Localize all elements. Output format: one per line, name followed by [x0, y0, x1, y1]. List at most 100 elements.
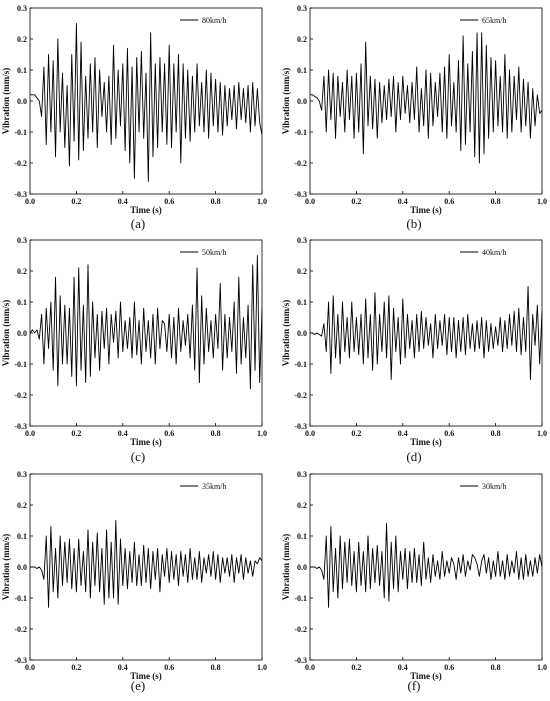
plot-frame [309, 7, 543, 195]
y-tick-label: 0.3 [297, 236, 307, 245]
y-tick-label: -0.1 [294, 128, 307, 137]
chart-panel: 0.30.20.10.0-0.1-0.2-0.30.0 0.2 0.4 0.6 0.8 1… [1, 236, 267, 464]
y-tick-label: -0.2 [294, 391, 307, 400]
x-tick-label: 0.2 [351, 197, 361, 206]
y-tick-label: -0.2 [14, 391, 27, 400]
y-tick-label: 0.0 [17, 97, 27, 106]
y-tick-label: -0.3 [14, 656, 27, 665]
y-tick-label: 0.3 [17, 4, 27, 13]
x-tick-label: 1.0 [537, 197, 547, 206]
x-tick-label: 0.0 [305, 197, 315, 206]
series-line [310, 32, 543, 164]
x-tick-label: 0.4 [118, 663, 128, 672]
x-tick-label: 0.2 [71, 429, 81, 438]
y-tick-label: 0.1 [297, 66, 307, 75]
x-tick-label: 0.6 [444, 429, 454, 438]
plot-frame [309, 239, 543, 427]
legend-label: 65km/h [482, 16, 506, 25]
y-tick-label: 0.1 [17, 66, 27, 75]
y-tick-label: 0.3 [17, 470, 27, 479]
y-tick-label: 0.0 [297, 329, 307, 338]
series-line [30, 23, 263, 183]
y-tick-label: 0.2 [297, 267, 307, 276]
x-tick-label: 0.4 [118, 197, 128, 206]
x-tick-label: 0.4 [398, 429, 408, 438]
x-tick-label: 0.6 [444, 197, 454, 206]
panel-caption: (c) [131, 449, 145, 464]
series-line [29, 255, 263, 390]
x-tick-label: 1.0 [537, 663, 547, 672]
plot-frame [29, 239, 263, 427]
x-axis-label: Time (s) [410, 437, 442, 447]
legend-label: 40km/h [482, 248, 506, 257]
x-axis-label: Time (s) [410, 205, 442, 215]
y-tick-label: -0.1 [14, 128, 27, 137]
y-tick-label: 0.1 [297, 298, 307, 307]
y-tick-label: 0.2 [17, 501, 27, 510]
x-tick-label: 0.6 [164, 663, 174, 672]
x-axis-label: Time (s) [130, 205, 162, 215]
legend-label: 50km/h [202, 248, 226, 257]
series-line [30, 520, 263, 608]
x-tick-label: 0.0 [305, 429, 315, 438]
chart-panel: 0.30.20.10.0-0.1-0.2-0.30.0 0.2 0.4 0.6 0.8 1… [1, 470, 267, 693]
chart-panel: 0.30.20.10.0-0.1-0.2-0.30.0 0.2 0.4 0.6 0.8 1… [1, 4, 267, 231]
chart-panel: 0.30.20.10.0-0.1-0.2-0.30.0 0.2 0.4 0.6 0.8 1… [281, 236, 547, 464]
y-tick-label: -0.3 [294, 190, 307, 199]
series-line [310, 523, 543, 608]
y-axis-label: Vibration (mm/s) [1, 534, 11, 600]
x-tick-label: 1.0 [257, 663, 267, 672]
y-tick-label: 0.2 [17, 267, 27, 276]
y-tick-label: -0.2 [14, 625, 27, 634]
y-tick-label: -0.3 [294, 422, 307, 431]
legend-label: 30km/h [482, 482, 506, 491]
x-tick-label: 0.4 [398, 663, 408, 672]
x-tick-label: 0.8 [491, 429, 501, 438]
y-tick-label: -0.2 [294, 625, 307, 634]
x-axis-label: Time (s) [130, 437, 162, 447]
x-tick-label: 0.6 [164, 197, 174, 206]
x-axis-label: Time (s) [130, 671, 162, 681]
x-tick-label: 0.0 [305, 663, 315, 672]
y-tick-label: -0.1 [14, 594, 27, 603]
y-tick-label: 0.0 [297, 563, 307, 572]
y-tick-label: 0.2 [297, 35, 307, 44]
legend-label: 35km/h [202, 482, 226, 491]
y-axis-label: Vibration (mm/s) [281, 68, 291, 134]
panel-caption: (f) [408, 678, 421, 693]
x-tick-label: 0.4 [398, 197, 408, 206]
x-tick-label: 0.8 [491, 663, 501, 672]
x-tick-label: 1.0 [537, 429, 547, 438]
chart-panel: 0.30.20.10.0-0.1-0.2-0.30.0 0.2 0.4 0.6 0.8 1… [281, 470, 547, 693]
y-tick-label: 0.1 [297, 532, 307, 541]
y-axis-label: Vibration (mm/s) [1, 300, 11, 366]
y-tick-label: 0.1 [17, 532, 27, 541]
y-tick-label: -0.3 [294, 656, 307, 665]
panel-caption: (b) [406, 216, 421, 231]
panel-caption: (e) [131, 678, 145, 693]
x-tick-label: 0.0 [25, 429, 35, 438]
x-tick-label: 0.2 [351, 663, 361, 672]
x-tick-label: 0.8 [211, 197, 221, 206]
x-tick-label: 1.0 [257, 197, 267, 206]
x-tick-label: 0.0 [25, 197, 35, 206]
x-tick-label: 0.6 [444, 663, 454, 672]
panel-caption: (d) [406, 449, 421, 464]
y-tick-label: -0.1 [294, 360, 307, 369]
y-axis-label: Vibration (mm/s) [281, 300, 291, 366]
x-tick-label: 0.0 [25, 663, 35, 672]
x-tick-label: 0.4 [118, 429, 128, 438]
y-tick-label: 0.0 [17, 329, 27, 338]
x-tick-label: 1.0 [257, 429, 267, 438]
legend-label: 80km/h [202, 16, 226, 25]
plot-frame [29, 7, 263, 195]
x-tick-label: 0.8 [211, 429, 221, 438]
x-tick-label: 0.8 [491, 197, 501, 206]
x-tick-label: 0.2 [71, 663, 81, 672]
y-tick-label: 0.3 [17, 236, 27, 245]
x-axis-label: Time (s) [410, 671, 442, 681]
y-tick-label: 0.2 [17, 35, 27, 44]
y-tick-label: -0.1 [14, 360, 27, 369]
y-tick-label: 0.1 [17, 298, 27, 307]
y-tick-label: 0.0 [17, 563, 27, 572]
